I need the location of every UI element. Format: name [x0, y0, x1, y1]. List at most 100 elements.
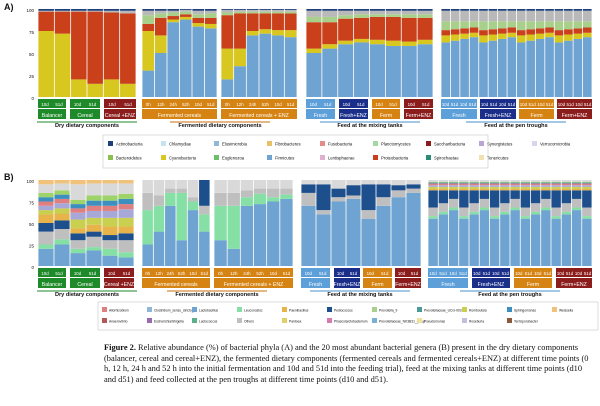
- panel-a-bar-segment: [284, 30, 297, 38]
- panel-b-tick-label: 51d: [55, 271, 63, 276]
- panel-b-bar-segment: [165, 192, 176, 206]
- panel-b-group-label: Fermented dietary components: [175, 292, 258, 298]
- panel-b-bar-segment: [346, 195, 361, 199]
- panel-b-bar-segment: [428, 181, 438, 183]
- panel-b-bar-segment: [346, 180, 361, 186]
- panel-b-legend-box: [97, 301, 599, 331]
- panel-b-bar-segment: [102, 240, 118, 249]
- legend-swatch: [108, 141, 113, 146]
- panel-a-bar-segment: [554, 30, 564, 36]
- panel-b-tick-label: 52h: [256, 271, 264, 276]
- panel-b-tick-label: 10d: [515, 271, 523, 276]
- panel-a-bar-segment: [259, 9, 272, 12]
- panel-a-bar-segment: [284, 11, 297, 14]
- panel-a-tick-row: [221, 99, 297, 108]
- panel-b-bar-segment: [102, 195, 118, 201]
- panel-b-bar-segment: [70, 240, 86, 249]
- panel-a-bar-segment: [179, 14, 192, 17]
- panel-a-bar-segment: [167, 12, 180, 17]
- panel-b-bar-segment: [582, 181, 592, 183]
- panel-a-bar-segment: [192, 14, 205, 18]
- panel-b-bar-segment: [118, 198, 134, 205]
- panel-b-bar-segment: [479, 207, 490, 211]
- panel-b-bar-segment: [176, 240, 187, 266]
- panel-a-subgroup-box: [441, 109, 477, 119]
- panel-a-tick-label: 10d: [375, 102, 383, 107]
- panel-b-bar-segment: [510, 186, 520, 189]
- panel-a-bar-segment: [441, 9, 451, 11]
- panel-a-bar-segment: [179, 16, 192, 20]
- panel-a-bar-segment: [573, 28, 583, 34]
- panel-b-legend-item: Pediococcus: [334, 309, 353, 313]
- panel-b-bar-segment: [541, 185, 551, 187]
- panel-a-bar-segment: [535, 9, 545, 11]
- panel-b-bar-segment: [165, 180, 176, 189]
- panel-a-tick-label: 12h: [157, 102, 165, 107]
- panel-b-bar-segment: [469, 188, 479, 191]
- panel-b-bar-segment: [448, 182, 459, 184]
- legend-swatch: [237, 318, 242, 323]
- panel-b-bar-segment: [438, 183, 449, 186]
- panel-b-tick-label: 51d: [201, 271, 209, 276]
- panel-b-bar-segment: [86, 200, 102, 206]
- panel-a-bar-segment: [516, 35, 526, 43]
- panel-a-bar-segment: [526, 29, 535, 35]
- panel-b-bar-segment: [102, 183, 118, 196]
- panel-b-bar-segment: [165, 188, 176, 193]
- panel-b-bar-segment: [102, 200, 118, 206]
- panel-b-bar-segment: [199, 214, 210, 232]
- panel-b-bar-segment: [510, 182, 520, 184]
- panel-b-bar-segment: [54, 183, 70, 191]
- panel-a-legend-chlamydiae: Chlamydiae: [169, 142, 192, 147]
- panel-a-bar-segment: [441, 35, 451, 43]
- panel-b-bar-segment: [500, 203, 510, 212]
- panel-a-bar-segment: [469, 21, 479, 28]
- panel-b-legend-item: Paenibacillus: [289, 309, 309, 313]
- panel-b-bar-segment: [406, 192, 421, 266]
- panel-a-tick-label: 51d: [124, 102, 132, 107]
- panel-b-bar-segment: [438, 203, 449, 212]
- panel-a-subgroup-box: [104, 109, 136, 119]
- panel-a-subgroup-label: Ferm: [530, 113, 542, 119]
- panel-b-bar-segment: [571, 182, 582, 184]
- panel-b-bar-segment: [153, 180, 165, 196]
- panel-a-bar-segment: [417, 17, 433, 40]
- panel-b-legend-item: Prevotellaceae_UCG-003: [424, 309, 462, 313]
- legend-swatch: [327, 307, 332, 312]
- panel-b-bar-segment: [520, 207, 531, 217]
- panel-b-legend-item: Phascolarctobacterium: [334, 320, 368, 324]
- panel-a-bar-segment: [516, 10, 526, 22]
- panel-a-bar-segment: [306, 48, 322, 53]
- panel-a-bar-segment: [221, 79, 234, 97]
- panel-a-tick-label: 10d: [408, 102, 416, 107]
- panel-b-bar-segment: [331, 197, 346, 202]
- panel-a-bar-segment: [179, 19, 192, 98]
- panel-b-bar-segment: [489, 180, 500, 182]
- panel-b-bar-segment: [102, 226, 118, 236]
- legend-swatch: [426, 141, 431, 146]
- panel-a-bar-segment: [259, 33, 272, 97]
- panel-b-bar-segment: [438, 188, 449, 191]
- panel-a-tick-label: 10d: [558, 102, 566, 107]
- panel-a-group-label: Dry dietary components: [55, 123, 119, 129]
- panel-b-bar-segment: [176, 192, 187, 241]
- panel-a-bar-segment: [460, 28, 469, 34]
- panel-a-bar-segment: [535, 10, 545, 22]
- panel-b-bar-segment: [571, 190, 582, 199]
- panel-a-bar-segment: [450, 34, 460, 41]
- panel-a-legend-proteobacteria: Proteobacteria: [381, 156, 409, 161]
- panel-b-bar-segment: [479, 181, 490, 183]
- panel-a-bar-segment: [103, 79, 120, 97]
- panel-a-tick-row: [306, 99, 335, 108]
- panel-a-subgroup-label: Fermented cereals: [158, 113, 202, 119]
- panel-a-bar-segment: [498, 9, 507, 11]
- panel-a-bar-segment: [450, 10, 460, 22]
- panel-a-bar-segment: [479, 42, 488, 97]
- panel-b-bar-segment: [479, 186, 490, 189]
- panel-b-bar-segment: [240, 205, 254, 266]
- panel-b-tick-row: [363, 268, 392, 277]
- panel-a-tick-label: 10d: [310, 102, 318, 107]
- panel-b-bar-segment: [551, 180, 561, 182]
- panel-b-bar-segment: [561, 186, 572, 189]
- panel-a-bar-segment: [221, 9, 234, 10]
